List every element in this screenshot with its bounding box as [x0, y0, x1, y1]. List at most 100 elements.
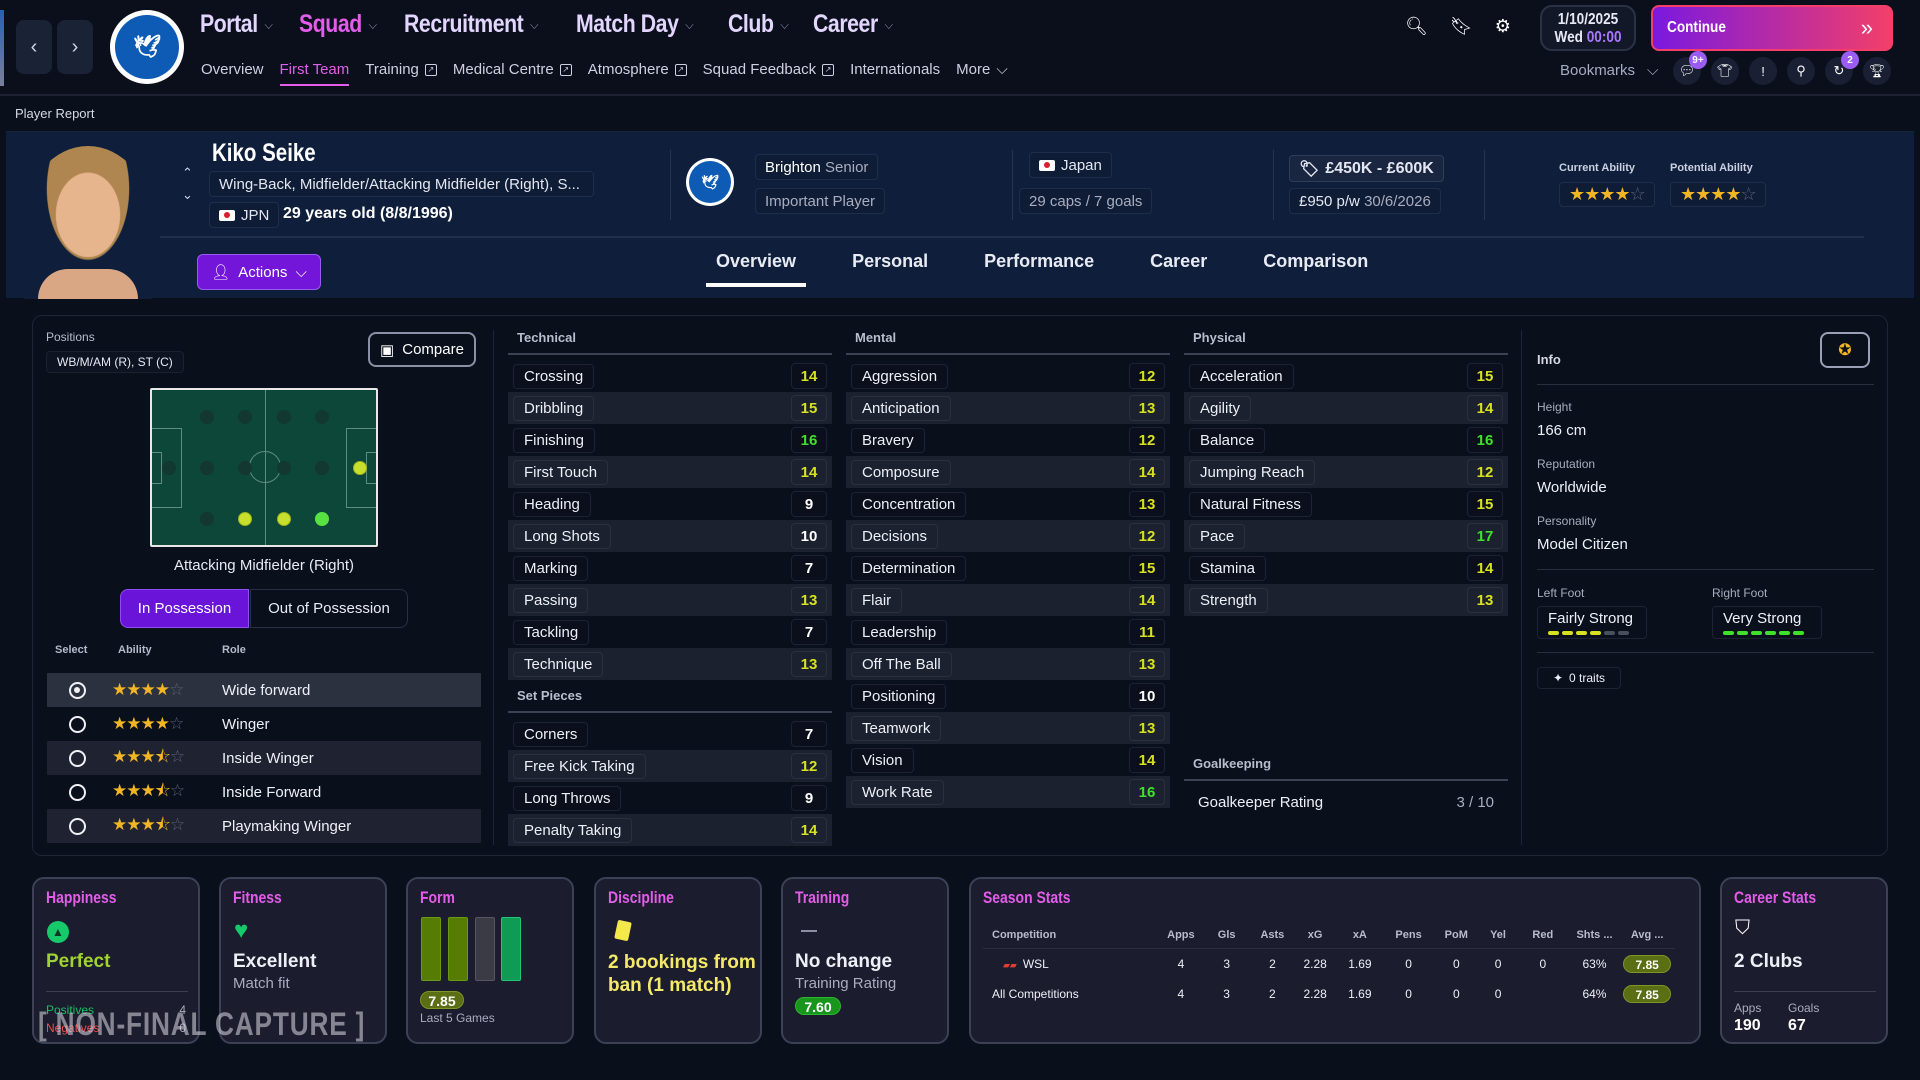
- tab-comparison[interactable]: Comparison: [1263, 251, 1369, 271]
- attribute-row[interactable]: Tackling 7: [508, 616, 832, 648]
- subnav-internationals[interactable]: Internationals: [850, 61, 941, 78]
- attribute-row[interactable]: Concentration 13: [846, 488, 1170, 520]
- season-stats-card[interactable]: Season Stats Competition Apps Gls Asts x…: [969, 877, 1701, 1044]
- chevron-down-icon[interactable]: ⌄: [182, 187, 193, 202]
- attribute-row[interactable]: Aggression 12: [846, 360, 1170, 392]
- attribute-row[interactable]: Decisions 12: [846, 520, 1170, 552]
- traits-chip[interactable]: ✦ 0 traits: [1537, 667, 1621, 689]
- attribute-row[interactable]: Positioning 10: [846, 680, 1170, 712]
- in-possession-button[interactable]: In Possession: [120, 589, 249, 628]
- player-nav[interactable]: ⌃ ⌄: [182, 162, 193, 206]
- nav-portal[interactable]: Portal ⌵: [200, 10, 273, 38]
- bookmarks-dropdown[interactable]: Bookmarks ⌵: [1560, 62, 1658, 79]
- compare-button[interactable]: ▣ Compare: [368, 332, 476, 367]
- attribute-row[interactable]: Passing 13: [508, 584, 832, 616]
- subnav-squad-feedback[interactable]: Squad Feedback ↗: [703, 61, 835, 86]
- subnav-overview[interactable]: Overview: [201, 61, 264, 78]
- subnav-training[interactable]: Training ↗: [365, 61, 437, 86]
- attribute-row[interactable]: Teamwork 13: [846, 712, 1170, 744]
- attribute-row[interactable]: First Touch 14: [508, 456, 832, 488]
- chevron-up-icon[interactable]: ⌃: [182, 165, 193, 180]
- attribute-row[interactable]: Heading 9: [508, 488, 832, 520]
- radio-selected[interactable]: [69, 681, 86, 699]
- attribute-row[interactable]: Vision 14: [846, 744, 1170, 776]
- radio[interactable]: [69, 749, 86, 767]
- attribute-row[interactable]: Strength 13: [1184, 584, 1508, 616]
- attribute-row[interactable]: Bravery 12: [846, 424, 1170, 456]
- role-row[interactable]: ★★★★☆ Winger: [47, 707, 481, 741]
- role-row[interactable]: ★★★⯪☆ Inside Winger: [47, 741, 481, 775]
- nav-squad[interactable]: Squad ⌵: [299, 10, 377, 38]
- attribute-row[interactable]: Pace 17: [1184, 520, 1508, 552]
- attribute-row[interactable]: Determination 15: [846, 552, 1170, 584]
- radio[interactable]: [69, 783, 86, 801]
- refresh-icon[interactable]: ↻ 2: [1825, 51, 1859, 85]
- alert-phone-icon[interactable]: !: [1749, 57, 1777, 85]
- table-row[interactable]: All Competitions 4 3 2 2.28 1.69 0 0 0 6…: [983, 979, 1675, 1009]
- attribute-row[interactable]: Penalty Taking 14: [508, 814, 832, 846]
- attribute-row[interactable]: Work Rate 16: [846, 776, 1170, 808]
- attribute-row[interactable]: Anticipation 13: [846, 392, 1170, 424]
- nav-match-day[interactable]: Match Day ⌵: [576, 10, 694, 38]
- attribute-row[interactable]: Free Kick Taking 12: [508, 750, 832, 782]
- subnav-first-team[interactable]: First Team: [279, 61, 350, 86]
- forward-button[interactable]: ›: [57, 20, 93, 74]
- attribute-row[interactable]: Balance 16: [1184, 424, 1508, 456]
- fitness-card[interactable]: Fitness ♥ Excellent Match fit: [219, 877, 387, 1044]
- trophy-icon[interactable]: 🏆︎: [1863, 57, 1891, 85]
- search-icon[interactable]: 🔍︎: [1405, 16, 1428, 36]
- attribute-row[interactable]: Acceleration 15: [1184, 360, 1508, 392]
- club-crest-icon[interactable]: 🕊: [110, 10, 184, 84]
- club-chip[interactable]: Brighton Senior: [755, 154, 879, 180]
- attribute-row[interactable]: Flair 14: [846, 584, 1170, 616]
- scout-icon[interactable]: ⚲: [1787, 57, 1815, 85]
- continue-button[interactable]: Continue »: [1651, 5, 1893, 51]
- club-crest-icon[interactable]: 🕊: [686, 158, 734, 206]
- attribute-row[interactable]: Jumping Reach 12: [1184, 456, 1508, 488]
- out-of-possession-button[interactable]: Out of Possession: [250, 589, 408, 628]
- subnav-more[interactable]: More ⌵: [956, 61, 1008, 78]
- role-row[interactable]: ★★★⯪☆ Playmaking Winger: [47, 809, 481, 843]
- nav-recruitment[interactable]: Recruitment ⌵: [404, 10, 539, 38]
- shirt-icon[interactable]: 👕︎: [1711, 57, 1739, 85]
- radio[interactable]: [69, 715, 86, 733]
- table-row[interactable]: ▰▰ WSL 4 3 2 2.28 1.69 0 0 0 0 63% 7.85: [983, 949, 1675, 979]
- tab-personal[interactable]: Personal: [852, 251, 929, 271]
- attribute-row[interactable]: Composure 14: [846, 456, 1170, 488]
- training-card[interactable]: Training No change Training Rating 7.60: [781, 877, 949, 1044]
- nation-chip[interactable]: Japan: [1029, 152, 1112, 178]
- nav-club[interactable]: Club ⌵: [728, 10, 789, 38]
- attribute-row[interactable]: Agility 14: [1184, 392, 1508, 424]
- tab-performance[interactable]: Performance: [984, 251, 1095, 271]
- attribute-row[interactable]: Marking 7: [508, 552, 832, 584]
- subnav-atmosphere[interactable]: Atmosphere ↗: [588, 61, 687, 86]
- discipline-card[interactable]: Discipline 2 bookings from ban (1 match): [594, 877, 762, 1044]
- attribute-row[interactable]: Off The Ball 13: [846, 648, 1170, 680]
- tab-career[interactable]: Career: [1150, 251, 1208, 271]
- back-button[interactable]: ‹: [16, 20, 52, 74]
- role-row[interactable]: ★★★★☆ Wide forward: [47, 673, 481, 707]
- attribute-row[interactable]: Leadership 11: [846, 616, 1170, 648]
- subnav-medical-centre[interactable]: Medical Centre ↗: [453, 61, 572, 86]
- happiness-card[interactable]: Happiness ▲ Perfect Positives 4 Negative…: [32, 877, 200, 1044]
- tab-overview[interactable]: Overview: [706, 251, 807, 287]
- attribute-row[interactable]: Corners 7: [508, 718, 832, 750]
- attribute-row[interactable]: Dribbling 15: [508, 392, 832, 424]
- attribute-row[interactable]: Long Throws 9: [508, 782, 832, 814]
- gear-icon[interactable]: ⚙: [1494, 16, 1511, 36]
- bookmark-icon[interactable]: 🔖︎: [1449, 16, 1473, 36]
- attribute-row[interactable]: Long Shots 10: [508, 520, 832, 552]
- personality-icon-button[interactable]: ✪: [1820, 332, 1870, 368]
- attribute-row[interactable]: Finishing 16: [508, 424, 832, 456]
- messages-icon[interactable]: 💬︎ 9+: [1673, 51, 1707, 85]
- nav-career[interactable]: Career ⌵: [813, 10, 893, 38]
- actions-button[interactable]: 👤︎ Actions ⌵: [197, 254, 321, 290]
- attribute-row[interactable]: Technique 13: [508, 648, 832, 680]
- attribute-row[interactable]: Crossing 14: [508, 360, 832, 392]
- attribute-row[interactable]: Stamina 14: [1184, 552, 1508, 584]
- attribute-row[interactable]: Natural Fitness 15: [1184, 488, 1508, 520]
- radio[interactable]: [69, 817, 86, 835]
- role-row[interactable]: ★★★⯪☆ Inside Forward: [47, 775, 481, 809]
- career-stats-card[interactable]: Career Stats ⛉ 2 Clubs Apps Goals 190 67: [1720, 877, 1888, 1044]
- form-card[interactable]: Form 7.85 Last 5 Games: [406, 877, 574, 1044]
